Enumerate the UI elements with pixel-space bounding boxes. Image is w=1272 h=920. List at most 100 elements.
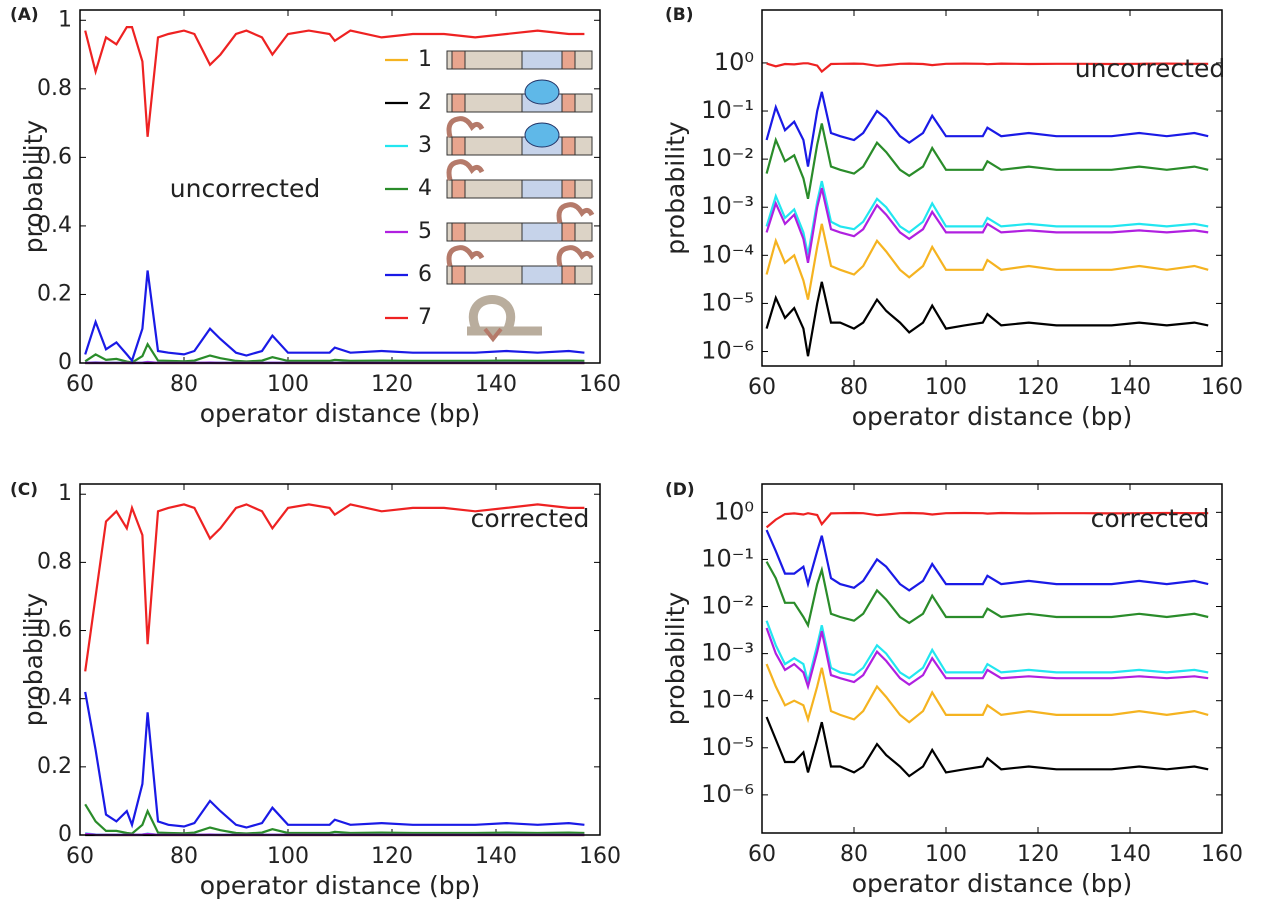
legend-icon <box>447 119 592 155</box>
series-line <box>767 664 1209 722</box>
repressor <box>449 248 482 266</box>
series-line <box>767 188 1209 263</box>
x-tick-label: 140 <box>475 372 517 397</box>
x-tick-label: 120 <box>371 372 413 397</box>
operator <box>452 137 465 155</box>
y-axis-label: probability <box>19 593 48 727</box>
promoter <box>522 51 562 69</box>
annotation: uncorrected <box>1075 54 1225 83</box>
y-tick-label: 10⁻¹ <box>701 96 754 124</box>
x-tick-label: 60 <box>66 372 94 397</box>
legend-icon <box>447 205 592 241</box>
x-axis-label: operator distance (bp) <box>852 402 1133 431</box>
y-tick-label: 0.8 <box>37 549 72 574</box>
operator <box>562 137 575 155</box>
repressor <box>559 248 592 266</box>
operator <box>452 94 465 112</box>
legend-label: 5 <box>418 219 432 244</box>
polymerase <box>525 80 559 104</box>
legend-icon <box>467 300 542 340</box>
x-tick-label: 60 <box>66 844 94 869</box>
x-tick-label: 120 <box>1017 842 1059 867</box>
annotation: corrected <box>1091 504 1210 533</box>
x-tick-label: 80 <box>840 842 868 867</box>
series-line <box>767 224 1209 300</box>
y-tick-label: 1 <box>58 7 72 32</box>
legend-label: 6 <box>418 262 432 287</box>
operator <box>452 51 465 69</box>
annotation: uncorrected <box>170 174 320 203</box>
y-tick-label: 10⁻² <box>701 592 754 620</box>
legend-icon <box>447 80 592 112</box>
x-tick-label: 100 <box>925 842 967 867</box>
series-line <box>767 181 1209 255</box>
y-tick-label: 0.2 <box>37 754 72 779</box>
x-tick-label: 140 <box>1109 842 1151 867</box>
legend-icon <box>447 51 592 69</box>
panel-label: (D) <box>665 480 695 500</box>
y-tick-label: 10⁻³ <box>701 639 754 667</box>
legend-icon <box>447 162 592 198</box>
operator <box>452 266 465 284</box>
series-line <box>767 621 1209 682</box>
operator <box>562 266 575 284</box>
operator <box>562 51 575 69</box>
series-line <box>85 27 584 137</box>
y-tick-label: 10⁻¹ <box>701 544 754 572</box>
x-axis-label: operator distance (bp) <box>852 869 1133 898</box>
promoter <box>522 180 562 198</box>
y-tick-label: 10⁰ <box>714 48 754 76</box>
legend-label: 1 <box>418 47 432 72</box>
loop <box>467 300 542 332</box>
x-tick-label: 160 <box>579 844 621 869</box>
repressor <box>449 162 482 180</box>
panel-label: (A) <box>10 5 39 25</box>
y-tick-label: 1 <box>58 481 72 506</box>
y-axis-label: probability <box>661 592 690 726</box>
legend-label: 7 <box>418 305 432 330</box>
y-tick-label: 0 <box>58 822 72 847</box>
x-tick-label: 140 <box>1109 375 1151 400</box>
operator <box>452 223 465 241</box>
plot-frame <box>762 484 1222 833</box>
x-tick-label: 160 <box>579 372 621 397</box>
y-tick-label: 10⁻⁵ <box>701 288 754 316</box>
promoter <box>522 223 562 241</box>
legend-label: 2 <box>418 90 432 115</box>
x-tick-label: 100 <box>267 844 309 869</box>
operator <box>562 94 575 112</box>
panel-label: (B) <box>665 5 694 25</box>
x-tick-label: 60 <box>748 375 776 400</box>
series-line <box>767 282 1209 356</box>
legend-label: 4 <box>418 176 432 201</box>
x-tick-label: 80 <box>170 372 198 397</box>
x-tick-label: 120 <box>1017 375 1059 400</box>
y-tick-label: 0.2 <box>37 281 72 306</box>
y-axis-label: probability <box>661 121 690 255</box>
y-tick-label: 10⁻⁴ <box>701 686 754 714</box>
x-tick-label: 80 <box>840 375 868 400</box>
x-tick-label: 160 <box>1201 375 1243 400</box>
series-line <box>767 530 1209 590</box>
y-tick-label: 0 <box>58 350 72 375</box>
series-line <box>767 717 1209 776</box>
y-tick-label: 10⁻⁶ <box>701 337 754 365</box>
y-tick-label: 10⁻⁶ <box>701 780 754 808</box>
x-tick-label: 120 <box>371 844 413 869</box>
x-axis-label: operator distance (bp) <box>200 871 481 900</box>
series-line <box>767 628 1209 687</box>
legend-icon <box>447 248 592 284</box>
y-tick-label: 10⁻⁴ <box>701 240 754 268</box>
y-tick-label: 0.8 <box>37 76 72 101</box>
y-tick-label: 10⁻² <box>701 144 754 172</box>
operator <box>562 223 575 241</box>
x-tick-label: 60 <box>748 842 776 867</box>
series-line <box>767 92 1209 167</box>
x-axis-label: operator distance (bp) <box>200 399 481 428</box>
y-axis-label: probability <box>19 120 48 254</box>
panel-label: (C) <box>10 480 38 500</box>
plot-frame <box>80 484 600 835</box>
y-tick-label: 10⁻⁵ <box>701 733 754 761</box>
legend-label: 3 <box>418 133 432 158</box>
